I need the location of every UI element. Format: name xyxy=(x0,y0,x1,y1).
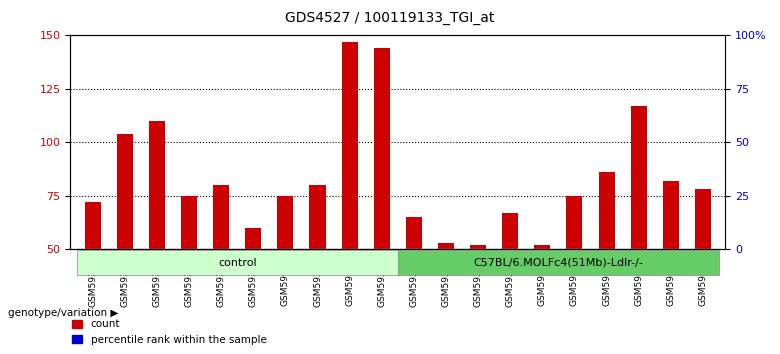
Bar xyxy=(631,106,647,249)
Text: C57BL/6.MOLFc4(51Mb)-Ldlr-/-: C57BL/6.MOLFc4(51Mb)-Ldlr-/- xyxy=(473,257,644,268)
Point xyxy=(568,16,580,21)
Point xyxy=(151,5,163,11)
Point xyxy=(601,9,613,15)
Text: GDS4527 / 100119133_TGI_at: GDS4527 / 100119133_TGI_at xyxy=(285,11,495,25)
Point xyxy=(183,9,195,15)
Bar xyxy=(149,121,165,249)
Bar xyxy=(598,172,615,249)
Bar xyxy=(406,217,422,249)
Legend: count, percentile rank within the sample: count, percentile rank within the sample xyxy=(68,315,271,349)
Point xyxy=(472,26,484,32)
Bar xyxy=(278,195,293,249)
Point xyxy=(343,1,356,6)
Bar xyxy=(117,133,133,249)
Point xyxy=(408,18,420,23)
Bar xyxy=(663,181,679,249)
Bar xyxy=(374,48,390,249)
Point xyxy=(247,22,260,28)
Point xyxy=(665,9,677,15)
Bar xyxy=(438,242,454,249)
Bar xyxy=(695,189,711,249)
Point xyxy=(633,1,645,6)
Point xyxy=(279,9,292,15)
FancyBboxPatch shape xyxy=(76,250,398,275)
Text: control: control xyxy=(218,257,257,268)
Bar xyxy=(566,195,583,249)
Bar xyxy=(213,185,229,249)
Bar xyxy=(245,228,261,249)
Bar xyxy=(470,245,486,249)
Text: genotype/variation ▶: genotype/variation ▶ xyxy=(8,308,119,318)
Point xyxy=(87,13,99,19)
Point xyxy=(697,11,709,17)
Bar xyxy=(310,185,325,249)
Point xyxy=(440,26,452,32)
Bar xyxy=(85,202,101,249)
Point xyxy=(311,9,324,15)
Bar xyxy=(534,245,551,249)
Bar xyxy=(342,42,358,249)
Point xyxy=(536,26,548,32)
Point xyxy=(119,5,131,11)
Bar xyxy=(502,213,518,249)
FancyBboxPatch shape xyxy=(398,250,719,275)
Bar xyxy=(181,195,197,249)
Point xyxy=(375,3,388,8)
Point xyxy=(215,9,228,15)
Point xyxy=(504,16,516,21)
